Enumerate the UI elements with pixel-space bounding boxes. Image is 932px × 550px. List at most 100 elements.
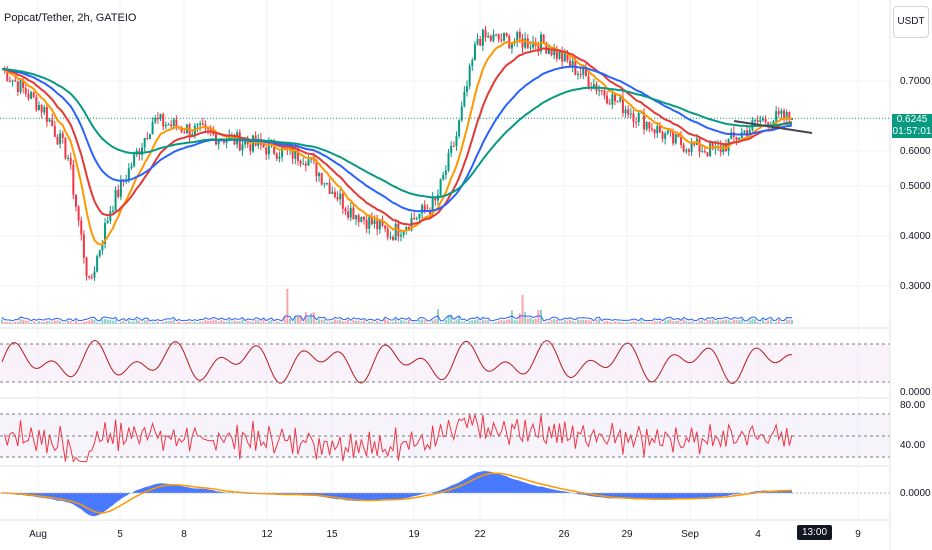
candle-body [759,120,762,122]
candle-body [249,144,252,152]
volume-bar [48,320,51,324]
candle-body [479,38,482,46]
candle-body [783,110,786,120]
candle-body [653,129,656,134]
volume-bar [90,319,93,324]
volume-bar [172,319,175,324]
rsi-line [4,412,793,463]
candle-body [143,138,146,148]
candle-body [471,59,474,66]
candle-body [273,141,276,154]
volume-bar [399,320,402,324]
volume-bar [278,321,281,324]
volume-bar [524,311,527,324]
volume-bar [215,320,218,324]
price-label-0600: 0.6000 [900,146,931,157]
time-label-sep: Sep [681,529,699,540]
volume-bar [547,321,550,324]
volume-bar [244,322,247,324]
volume-bar [431,320,434,324]
currency-button[interactable]: USDT [893,6,929,38]
volume-bar [69,321,72,324]
candle-body [170,124,173,127]
candle-body [370,216,373,224]
volume-bar [418,320,421,324]
volume-bar [645,322,648,324]
candle-body [600,90,603,92]
candle-body [130,166,133,169]
volume-bar [738,320,741,324]
candle-body [93,271,96,278]
candle-body [650,128,653,130]
volume-bar [661,322,664,324]
candle-body [529,47,532,49]
candle-body [764,118,767,123]
volume-bar [333,319,336,324]
volume-bar [518,313,521,324]
volume-bar [323,319,326,324]
volume-bar [122,320,125,324]
volume-bar [606,321,609,324]
candle-body [447,152,450,171]
volume-bar [360,321,363,324]
candle-body [67,157,70,159]
volume-bar [341,321,344,324]
candle-body [606,95,609,104]
volume-bar [355,320,358,324]
volume-bar [730,321,733,324]
candle-body [613,94,616,102]
volume-bar [666,319,669,324]
volume-bar [764,321,767,324]
volume-bar [703,322,706,324]
candle-body [45,107,48,122]
candle-body [362,217,365,220]
volume-bar [693,322,696,324]
volume-bar [207,321,210,324]
candle-body [587,76,590,88]
volume-bar [64,322,67,324]
volume-bar [510,310,513,324]
candle-body [175,119,178,128]
volume-bar [460,321,463,324]
volume-bar [680,322,683,324]
volume-bar [40,321,43,324]
volume-bar [384,319,387,324]
candle-body [664,133,667,139]
volume-bar [275,321,278,324]
volume-bar [748,320,751,324]
candle-body [785,112,788,120]
volume-bar [500,319,503,324]
volume-bar [553,319,556,324]
volume-bar [104,319,107,324]
volume-bar [193,321,196,324]
candle-body [357,215,360,223]
ema-mid-line [1,47,793,226]
macd-area [2,471,792,517]
candle-body [225,140,228,143]
volume-bar [653,320,656,324]
volume-bar [204,319,207,324]
volume-bar [489,322,492,324]
candle-body [775,111,778,122]
candle-body [344,208,347,212]
volume-bar [426,322,429,324]
volume-bar [43,322,46,324]
candle-body [455,136,458,147]
candle-body [37,105,40,111]
volume-bar [682,319,685,324]
volume-bar [254,319,257,324]
candle-body [701,151,704,153]
candle-body [156,117,159,120]
candle-body [151,122,154,135]
candle-body [315,160,318,177]
symbol-title[interactable]: Popcat/Tether, 2h, GATEIO [4,12,137,24]
volume-bar [296,316,299,324]
volume-bar [780,322,783,324]
volume-bar [119,321,122,324]
volume-bar [421,319,424,324]
candle-body [336,197,339,200]
candle-body [241,144,244,151]
volume-bar [352,319,355,324]
volume-bar [302,322,305,324]
